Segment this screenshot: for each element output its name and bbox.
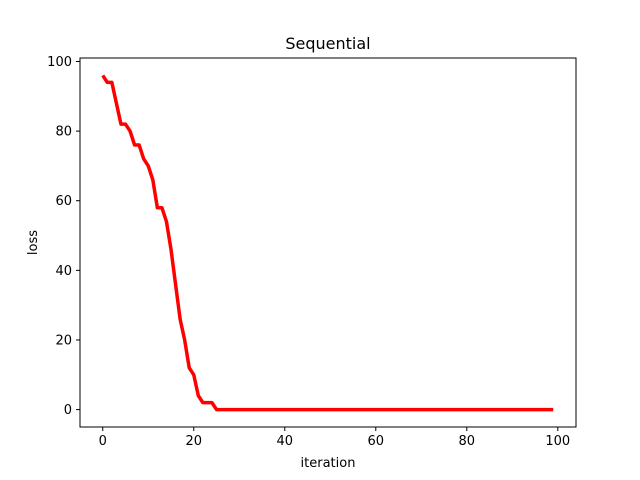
plot-frame [79, 57, 577, 428]
series-layer [101, 74, 554, 412]
x-tick-label: 0 [99, 434, 107, 449]
x-tick-label: 80 [459, 434, 476, 449]
plot-background [80, 58, 576, 427]
loss-series-line [101, 74, 554, 412]
y-tick-label: 60 [55, 194, 72, 209]
y-axis-label: loss [26, 230, 41, 255]
y-tick-label: 80 [55, 125, 72, 140]
x-tick-label: 100 [545, 434, 570, 449]
x-tick-label: 60 [368, 434, 385, 449]
y-tick-label: 0 [64, 403, 72, 418]
y-tick-label: 100 [47, 55, 72, 70]
y-tick-label: 20 [55, 333, 72, 348]
x-axis-label: iteration [301, 456, 356, 471]
chart-title: Sequential [285, 34, 370, 53]
axis-ticks: 0 20 40 60 80 100 0 20 40 60 80 100 [47, 55, 570, 449]
x-tick-label: 40 [276, 434, 293, 449]
x-tick-label: 20 [185, 434, 202, 449]
y-tick-label: 40 [55, 264, 72, 279]
